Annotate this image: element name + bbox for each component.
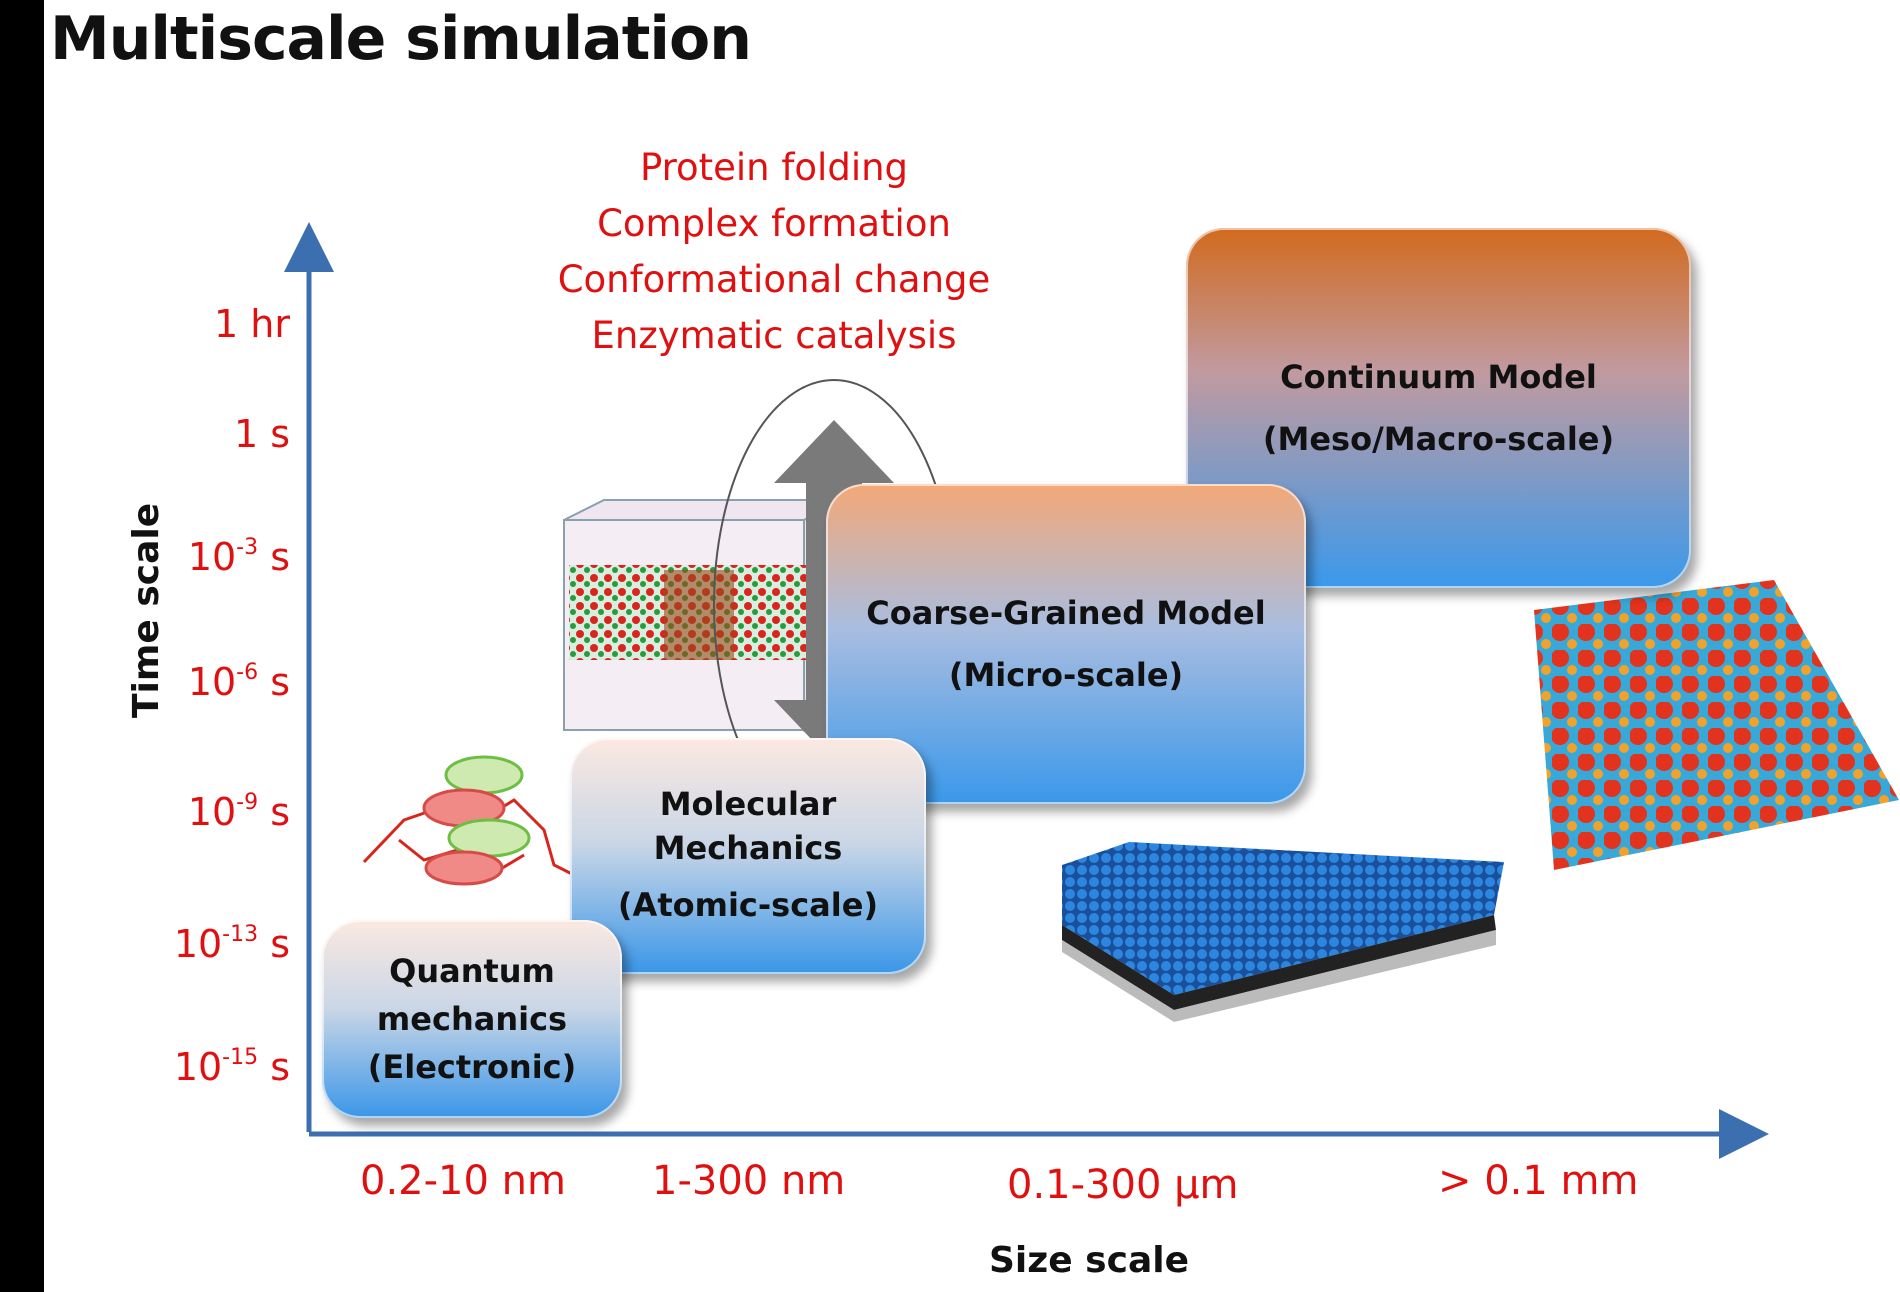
y-tick-1e-6: 10-6 s <box>187 660 290 704</box>
quantum-mechanics-label-2: mechanics <box>376 1000 568 1038</box>
y-tick-1e-13: 10-13 s <box>173 922 290 966</box>
phenomenon-item: Protein folding <box>639 146 909 189</box>
molecular-mechanics-label-2: Mechanics <box>653 829 843 867</box>
coarse-grained-model-label: Coarse-Grained Model <box>866 594 1266 632</box>
x-tick-2: 0.1-300 µm <box>1007 1162 1239 1208</box>
y-tick-1s: 1 s <box>233 412 290 456</box>
molecular-mechanics-scale-label: (Atomic-scale) <box>617 886 879 924</box>
x-tick-1: 1-300 nm <box>652 1158 846 1204</box>
phenomena-list: Protein folding Complex formation Confor… <box>539 140 1009 364</box>
y-tick-1e-3: 10-3 s <box>187 535 290 579</box>
slide-title: Multiscale simulation <box>50 4 752 74</box>
molecular-mechanics-label-1: Molecular <box>659 785 837 823</box>
quantum-molecule-image <box>362 755 585 886</box>
membrane-simulation-image <box>563 498 845 732</box>
x-tick-3: > 0.1 mm <box>1438 1158 1639 1204</box>
phenomenon-item: Complex formation <box>597 202 951 245</box>
continuum-model-label: Continuum Model <box>1280 358 1597 396</box>
y-tick-1e-9: 10-9 s <box>187 790 290 834</box>
quantum-mechanics-label-1: Quantum <box>389 952 555 990</box>
quantum-mechanics-box: Quantum mechanics (Electronic) <box>322 920 622 1118</box>
quantum-mechanics-scale-label: (Electronic) <box>367 1048 577 1086</box>
y-tick-1hr: 1 hr <box>214 302 290 346</box>
continuum-scale-label: (Meso/Macro-scale) <box>1262 420 1615 458</box>
phenomenon-item: Enzymatic catalysis <box>591 314 957 357</box>
x-axis-title: Size scale <box>989 1240 1189 1281</box>
slide: Multiscale simulation <box>44 0 1900 1292</box>
y-tick-1e-15: 10-15 s <box>173 1045 290 1089</box>
continuum-surface-image <box>1534 580 1899 870</box>
diagram-canvas <box>284 222 1899 1159</box>
coarse-grained-scale-label: (Micro-scale) <box>948 656 1184 694</box>
coarse-grained-bilayer-image <box>1062 842 1504 1022</box>
x-tick-0: 0.2-10 nm <box>360 1158 566 1204</box>
phenomenon-item: Conformational change <box>557 258 991 301</box>
molecular-mechanics-box: Molecular Mechanics (Atomic-scale) <box>570 738 926 974</box>
